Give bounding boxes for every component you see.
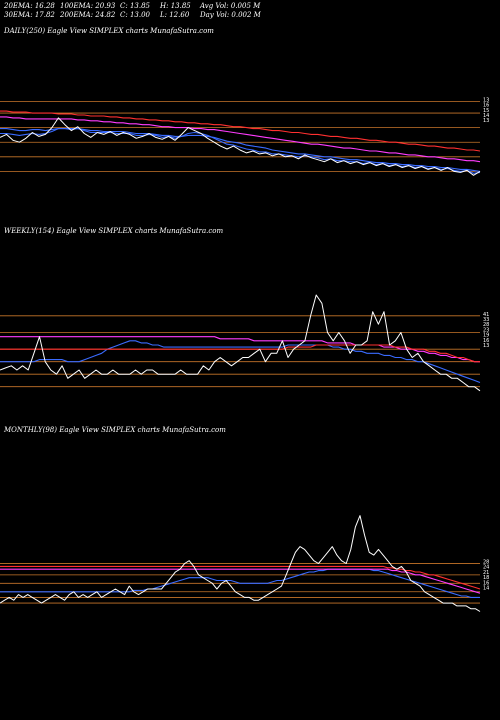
header-row-1: 20EMA: 16.28 100EMA: 20.93 C: 13.85 H: 1… [0, 2, 500, 11]
daily-tick-label-4: 13 [483, 118, 489, 124]
daily-panel-title: DAILY(250) Eagle View SIMPLEX charts Mun… [4, 27, 214, 35]
daily-tick-label-2: 15 [483, 108, 489, 114]
daily-series-ema-magenta-2 [0, 116, 481, 163]
avg-vol-value: Avg Vol: 0.005 M [200, 2, 261, 10]
monthly-series-ema-blue-1 [0, 568, 480, 598]
weekly-tick-label-0: 41 [483, 312, 489, 318]
monthly-series-price-0 [0, 515, 481, 612]
daily-series-price-0 [0, 117, 481, 176]
monthly-tick-label-1: 24 [483, 565, 489, 571]
monthly-tick-label-5: 14 [483, 586, 489, 592]
ema200-value: 200EMA: 24.82 [60, 11, 116, 19]
monthly-series-ema-magenta-2 [0, 568, 481, 594]
monthly-tick-label-0: 28 [483, 560, 489, 566]
daily-tick-label-3: 14 [483, 113, 489, 119]
weekly-series-price-0 [0, 294, 481, 392]
daily-series-ema-red-3 [0, 110, 481, 152]
ema20-value: 20EMA: 16.28 [4, 2, 55, 10]
weekly-tick-label-3: 23 [483, 327, 489, 333]
weekly-series-ema-magenta-2 [0, 336, 480, 363]
weekly-tick-label-4: 19 [483, 333, 489, 339]
weekly-tick-label-6: 13 [483, 343, 489, 349]
ema30-value: 30EMA: 17.82 [4, 11, 55, 19]
high-value: H: 13.85 [160, 2, 191, 10]
monthly-tick-label-2: 21 [483, 570, 489, 576]
ema100-value: 100EMA: 20.93 [60, 2, 116, 10]
monthly-tick-label-3: 18 [483, 575, 489, 581]
weekly-panel-title: WEEKLY(154) Eagle View SIMPLEX charts Mu… [4, 227, 224, 235]
weekly-tick-label-5: 16 [483, 338, 489, 344]
daily-tick-label-1: 16 [483, 103, 489, 109]
weekly-series-ema-blue-1 [0, 340, 481, 384]
header-row-2: 30EMA: 17.82 200EMA: 24.82 C: 13.00 L: 1… [0, 11, 500, 20]
weekly-series-ema-red-3 [0, 344, 480, 363]
monthly-tick-label-4: 16 [483, 580, 489, 586]
day-vol-value: Day Vol: 0.002 M [200, 11, 261, 19]
monthly-panel-title: MONTHLY(98) Eagle View SIMPLEX charts Mu… [4, 426, 226, 434]
weekly-tick-label-2: 28 [483, 322, 489, 328]
low-value: L: 12.60 [160, 11, 190, 19]
open-close-value: C: 13.85 [120, 2, 150, 10]
monthly-series-ema-red-3 [0, 565, 481, 590]
weekly-tick-label-1: 33 [483, 317, 489, 323]
daily-series-ema-blue-4 [0, 128, 481, 174]
daily-tick-label-0: 13 [483, 97, 489, 103]
close-value: C: 13.00 [120, 11, 150, 19]
